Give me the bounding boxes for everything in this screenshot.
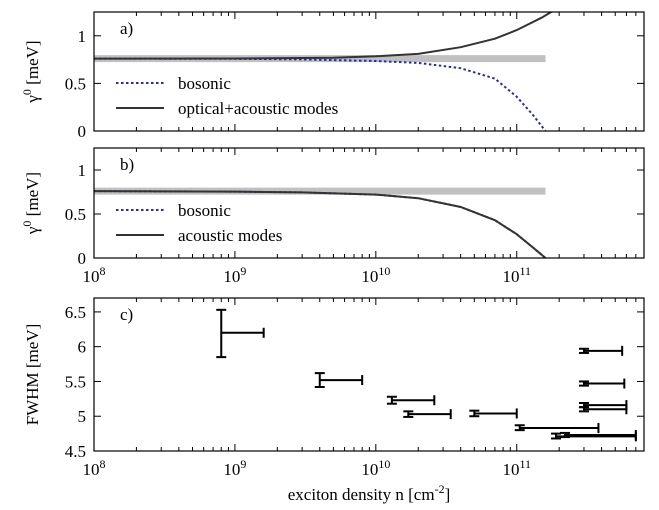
y-tick-label: 6.5 <box>65 303 86 322</box>
x-tick-label: 1010 <box>361 457 390 479</box>
y-axis-label-exp: 0 <box>20 221 34 227</box>
legend-label: optical+acoustic modes <box>178 99 338 118</box>
x-axis-label-tail: ] <box>445 485 451 504</box>
x-tick-label-main: 10 <box>223 267 240 286</box>
data-point <box>559 430 637 441</box>
x-tick-label-main: 10 <box>223 460 240 479</box>
y-tick-label: 0.5 <box>65 205 86 224</box>
data-point <box>216 308 265 359</box>
y-tick-label: 1 <box>78 27 87 46</box>
y-tick-label: 5.5 <box>65 372 86 391</box>
y-axis-label-main: γ <box>23 95 42 104</box>
y-axis-label-exp: 0 <box>20 89 34 95</box>
series-line-bosonic <box>94 57 547 131</box>
y-tick-label: 0.5 <box>65 74 86 93</box>
x-axis-label-exp: -2 <box>435 482 445 496</box>
y-tick-label: 5 <box>78 407 87 426</box>
data-point <box>578 378 626 389</box>
plot-frame <box>93 11 645 132</box>
data-point <box>578 345 624 356</box>
x-tick-label-exp: 11 <box>519 457 531 471</box>
x-tick-label-main: 10 <box>83 267 100 286</box>
legend-label: bosonic <box>178 74 231 93</box>
x-tick-label-exp: 8 <box>100 264 106 278</box>
y-axis-label-main: FWHM [meV] <box>23 324 42 426</box>
x-tick-label-exp: 8 <box>100 457 106 471</box>
data-point <box>514 423 600 434</box>
y-tick-label: 6 <box>78 338 87 357</box>
y-axis-label-tail: [meV] <box>23 40 42 89</box>
x-tick-label: 108 <box>83 264 106 286</box>
x-tick-label-main: 10 <box>361 267 378 286</box>
panel-label: b) <box>120 155 134 174</box>
x-tick-label: 1010 <box>361 264 390 286</box>
data-point <box>578 404 628 415</box>
plot-frame <box>93 147 645 259</box>
x-tick-label-main: 10 <box>502 267 519 286</box>
x-tick-label-main: 10 <box>361 460 378 479</box>
panel-label: c) <box>120 305 133 324</box>
data-point <box>314 372 364 389</box>
x-tick-label-exp: 9 <box>240 457 246 471</box>
x-axis-label: exciton density n [cm-2] <box>288 482 451 504</box>
data-point <box>469 408 518 419</box>
x-tick-label-main: 10 <box>502 460 519 479</box>
x-tick-label-exp: 9 <box>240 264 246 278</box>
x-axis-label-main: exciton density n [cm <box>288 485 435 504</box>
y-tick-label: 1 <box>78 161 87 180</box>
x-tick-label: 109 <box>223 264 246 286</box>
y-tick-label: 4.5 <box>65 442 86 461</box>
plot-area <box>94 12 554 131</box>
x-tick-label-exp: 10 <box>378 457 390 471</box>
x-tick-label: 108 <box>83 457 106 479</box>
plot-area <box>94 187 547 258</box>
x-tick-label: 109 <box>223 457 246 479</box>
plot-area <box>216 308 637 442</box>
y-tick-label: 0 <box>78 122 87 141</box>
data-point <box>403 409 452 420</box>
y-axis-label: FWHM [meV] <box>23 324 42 426</box>
series-line-modes <box>94 190 547 258</box>
data-point <box>386 395 436 406</box>
panel-label: a) <box>120 19 133 38</box>
y-tick-label: 0 <box>78 249 87 268</box>
legend-label: bosonic <box>178 201 231 220</box>
x-tick-label: 1011 <box>502 264 531 286</box>
y-axis-label: γ0 [meV] <box>20 40 42 103</box>
x-tick-label-main: 10 <box>83 460 100 479</box>
y-axis-label: γ0 [meV] <box>20 172 42 235</box>
y-axis-label-tail: [meV] <box>23 172 42 221</box>
x-tick-label-exp: 10 <box>378 264 390 278</box>
plot-frame <box>93 297 645 452</box>
x-tick-label-exp: 11 <box>519 264 531 278</box>
series-line-bosonic <box>94 190 547 258</box>
legend-label: acoustic modes <box>178 226 282 245</box>
y-axis-label-main: γ <box>23 226 42 235</box>
series-line-modes <box>94 12 554 60</box>
x-tick-label: 1011 <box>502 457 531 479</box>
